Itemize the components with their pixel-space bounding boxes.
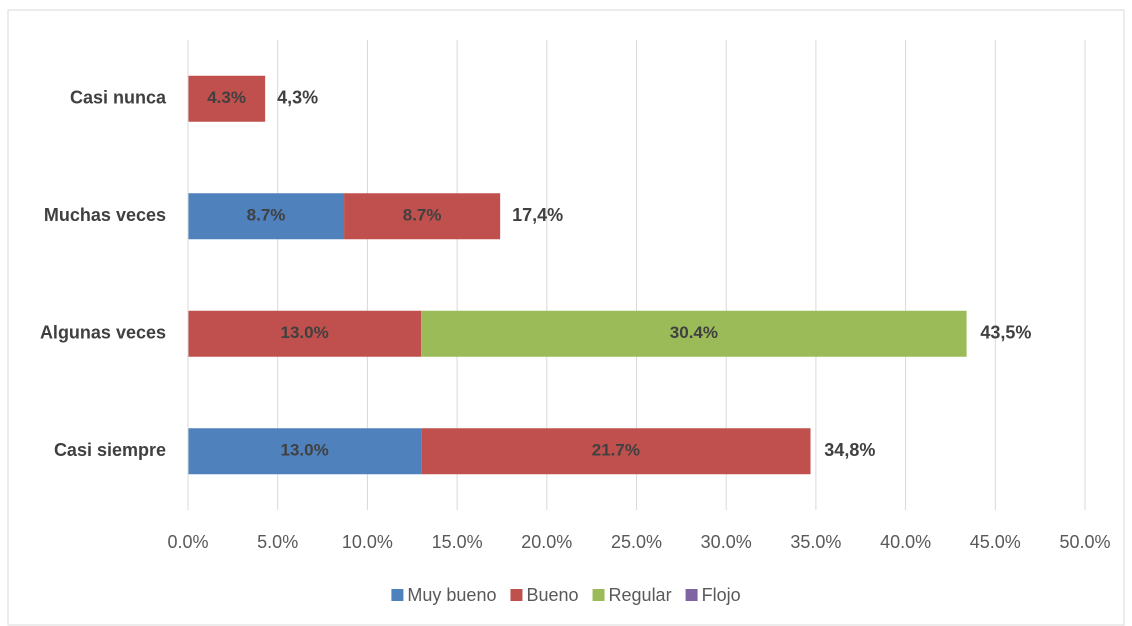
category-label: Casi nunca [70,88,167,108]
x-tick-label: 45.0% [970,532,1021,552]
category-label: Algunas veces [40,323,166,343]
category-label: Muchas veces [44,205,166,225]
legend-swatch [510,589,523,601]
legend-label: Bueno [526,585,578,605]
data-label: 13.0% [281,441,329,460]
category-label: Casi siempre [54,440,166,460]
data-label: 21.7% [592,441,640,460]
x-tick-label: 15.0% [432,532,483,552]
bar-segment [421,428,811,475]
x-tick-label: 30.0% [701,532,752,552]
x-tick-label: 0.0% [167,532,208,552]
data-label: 4.3% [207,88,246,107]
data-label: 13.0% [281,323,329,342]
total-label: 17,4% [512,205,563,225]
legend-swatch [685,589,698,601]
data-label: 8.7% [403,206,442,225]
total-label: 4,3% [277,88,318,108]
legend-label: Muy bueno [407,585,496,605]
data-label: 30.4% [670,323,718,342]
legend-label: Flojo [702,585,741,605]
bar-segment [188,193,345,240]
x-tick-label: 40.0% [880,532,931,552]
x-tick-label: 50.0% [1059,532,1110,552]
legend-swatch [592,589,605,601]
legend-swatch [391,589,404,601]
bar-segment [188,428,422,475]
total-label: 34,8% [824,440,875,460]
x-tick-label: 20.0% [521,532,572,552]
bar-segment [421,310,967,357]
x-tick-label: 25.0% [611,532,662,552]
data-label: 8.7% [247,206,286,225]
bar-segment [188,310,422,357]
bar-segment [188,75,266,122]
legend-label: Regular [609,585,672,605]
x-tick-label: 35.0% [790,532,841,552]
bar-segment [344,193,501,240]
x-tick-label: 10.0% [342,532,393,552]
x-tick-label: 5.0% [257,532,298,552]
total-label: 43,5% [980,323,1031,343]
